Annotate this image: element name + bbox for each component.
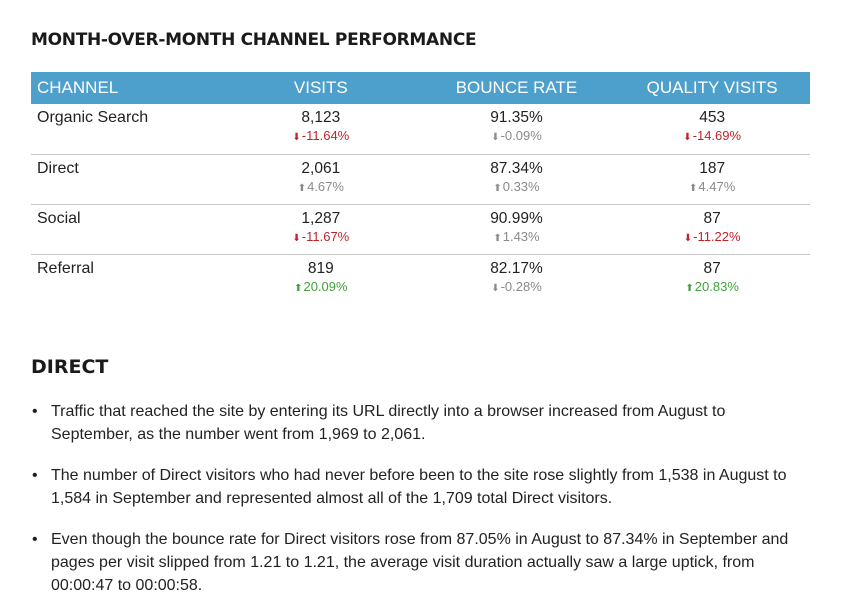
bounce-change-text: 0.33% — [502, 178, 540, 194]
bounce-change-text: -0.09% — [500, 128, 542, 143]
quality-change-text: 4.47% — [698, 178, 736, 194]
bounce-cell: 90.99% ⬆1.43% — [418, 203, 615, 254]
channel-name: Social — [31, 203, 223, 254]
list-item: • Traffic that reached the site by enteri… — [31, 400, 801, 446]
quality-change-text: 20.83% — [694, 278, 739, 294]
channel-name: Referral — [31, 253, 223, 304]
bounce-value: 91.35% — [490, 109, 543, 126]
arrow-down-icon: ⬇ — [683, 132, 692, 143]
visits-value: 2,061 — [301, 159, 341, 177]
visits-change: ⬆4.67% — [224, 178, 418, 197]
arrow-up-icon: ⬆ — [297, 182, 307, 194]
arrow-up-icon: ⬆ — [685, 282, 694, 294]
visits-change-text: 4.67% — [307, 178, 344, 194]
bounce-cell: 82.17% ⬇-0.28% — [418, 253, 615, 304]
quality-cell: 187 ⬆4.47% — [614, 153, 810, 204]
table-header-row: CHANNEL VISITS BOUNCE RATE QUALITY VISIT… — [31, 72, 810, 104]
bounce-change: ⬇-0.09% — [420, 127, 614, 146]
header-channel: CHANNEL — [31, 72, 223, 104]
page-title: MONTH-OVER-MONTH CHANNEL PERFORMANCE — [31, 30, 477, 50]
quality-change-text: -11.22% — [693, 228, 741, 244]
visits-value: 1,287 — [301, 209, 341, 227]
visits-change-text: -11.67% — [301, 228, 350, 244]
quality-value: 87 — [703, 209, 721, 227]
quality-value: 187 — [699, 159, 726, 177]
bullet-icon: • — [32, 531, 38, 548]
arrow-down-icon: ⬇ — [491, 282, 500, 294]
visits-change: ⬇-11.67% — [224, 228, 418, 247]
visits-cell: 1,287 ⬇-11.67% — [223, 203, 419, 254]
header-visits: VISITS — [223, 72, 419, 104]
header-bounce-rate: BOUNCE RATE — [418, 72, 615, 104]
quality-change: ⬇-11.22% — [615, 228, 809, 247]
quality-cell: 87 ⬇-11.22% — [614, 203, 810, 254]
arrow-up-icon: ⬆ — [689, 182, 698, 194]
quality-change: ⬇-14.69% — [615, 127, 809, 146]
visits-change: ⬇-11.64% — [224, 127, 418, 146]
bullet-text: The number of Direct visitors who had ne… — [51, 467, 787, 507]
bounce-value: 87.34% — [490, 159, 543, 177]
quality-change: ⬆4.47% — [615, 178, 809, 197]
quality-cell: 87 ⬆20.83% — [614, 253, 810, 304]
section-title: DIRECT — [31, 356, 109, 378]
bounce-cell: 87.34% ⬆0.33% — [418, 153, 615, 204]
visits-change-text: 20.09% — [303, 278, 348, 294]
arrow-up-icon: ⬆ — [493, 232, 502, 244]
bounce-change: ⬆1.43% — [420, 228, 614, 247]
bounce-cell: 91.35% ⬇-0.09% — [419, 104, 615, 154]
arrow-up-icon: ⬆ — [493, 182, 502, 194]
channel-performance-table: CHANNEL VISITS BOUNCE RATE QUALITY VISIT… — [31, 72, 810, 304]
quality-value: 453 — [699, 109, 726, 126]
visits-value: 819 — [307, 259, 334, 277]
visits-value: 8,123 — [301, 109, 341, 126]
table-row: Direct 2,061 ⬆4.67% 87.34% ⬆0.33% 187 ⬆4.47% — [31, 153, 810, 204]
quality-cell: 453 ⬇-14.69% — [614, 104, 810, 154]
visits-change: ⬆20.09% — [224, 278, 418, 297]
channel-name: Direct — [31, 153, 223, 204]
quality-value: 87 — [703, 259, 721, 277]
visits-cell: 2,061 ⬆4.67% — [223, 153, 419, 204]
bullet-icon: • — [32, 403, 38, 420]
visits-change-text: -11.64% — [301, 128, 350, 143]
visits-cell: 8,123 ⬇-11.64% — [223, 104, 419, 154]
list-item: • Even though the bounce rate for Direct … — [31, 528, 801, 597]
bounce-value: 90.99% — [490, 209, 543, 227]
arrow-down-icon: ⬇ — [491, 132, 500, 143]
bounce-change-text: 1.43% — [502, 228, 540, 244]
bounce-change-text: -0.28% — [500, 278, 542, 294]
visits-cell: 819 ⬆20.09% — [223, 253, 419, 304]
quality-change-text: -14.69% — [692, 128, 742, 143]
arrow-down-icon: ⬇ — [292, 232, 301, 244]
arrow-down-icon: ⬇ — [292, 132, 301, 143]
table-row: Referral 819 ⬆20.09% 82.17% ⬇-0.28% 87 ⬆20.83% — [31, 253, 810, 304]
bounce-change: ⬇-0.28% — [420, 278, 614, 297]
bounce-value: 82.17% — [490, 259, 543, 277]
bullet-list: • Traffic that reached the site by enteri… — [31, 400, 801, 615]
channel-name: Organic Search — [37, 109, 149, 126]
table-row: Organic Search 8,123 ⬇-11.64% 91.35% ⬇-0.09%… — [31, 104, 810, 154]
table-row: Social 1,287 ⬇-11.67% 90.99% ⬆1.43% 87 ⬇-11.22… — [31, 203, 810, 254]
arrow-down-icon: ⬇ — [683, 232, 693, 244]
header-quality-visits: QUALITY VISITS — [614, 72, 810, 104]
arrow-up-icon: ⬆ — [294, 282, 303, 294]
list-item: • The number of Direct visitors who had n… — [31, 464, 801, 510]
bullet-text: Traffic that reached the site by enterin… — [51, 403, 726, 443]
bounce-change: ⬆0.33% — [420, 178, 614, 197]
bullet-text: Even though the bounce rate for Direct v… — [51, 531, 789, 594]
quality-change: ⬆20.83% — [615, 278, 809, 297]
bullet-icon: • — [32, 467, 38, 484]
